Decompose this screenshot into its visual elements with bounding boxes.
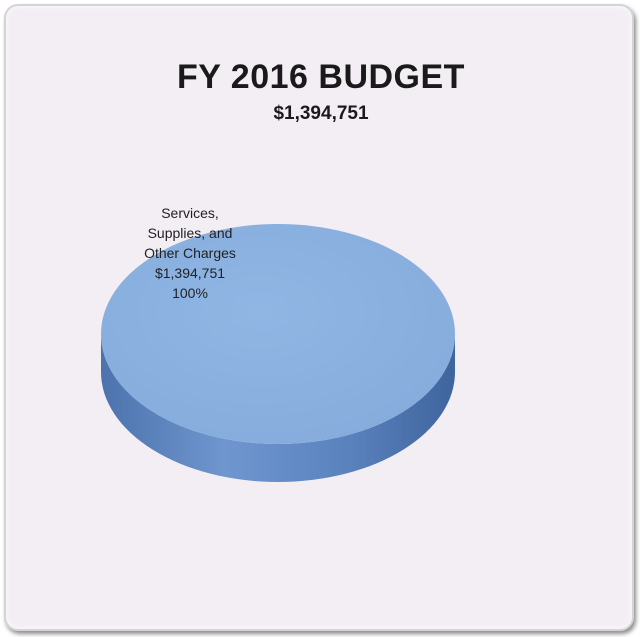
slice-label-line: Supplies, and	[148, 225, 233, 241]
chart-total: $1,394,751	[273, 103, 369, 124]
chart-title: FY 2016 BUDGET	[177, 58, 465, 96]
pie-slice-side	[101, 334, 455, 482]
slice-label-line: Services,	[161, 205, 219, 221]
slice-label-line: 100%	[172, 285, 208, 301]
slice-label-line: Other Charges	[144, 245, 236, 261]
slice-label-line: $1,394,751	[155, 265, 225, 281]
pie-slice-services-supplies-other	[101, 224, 455, 444]
slice-label: Services, Supplies, and Other Charges $1,39…	[144, 205, 236, 301]
